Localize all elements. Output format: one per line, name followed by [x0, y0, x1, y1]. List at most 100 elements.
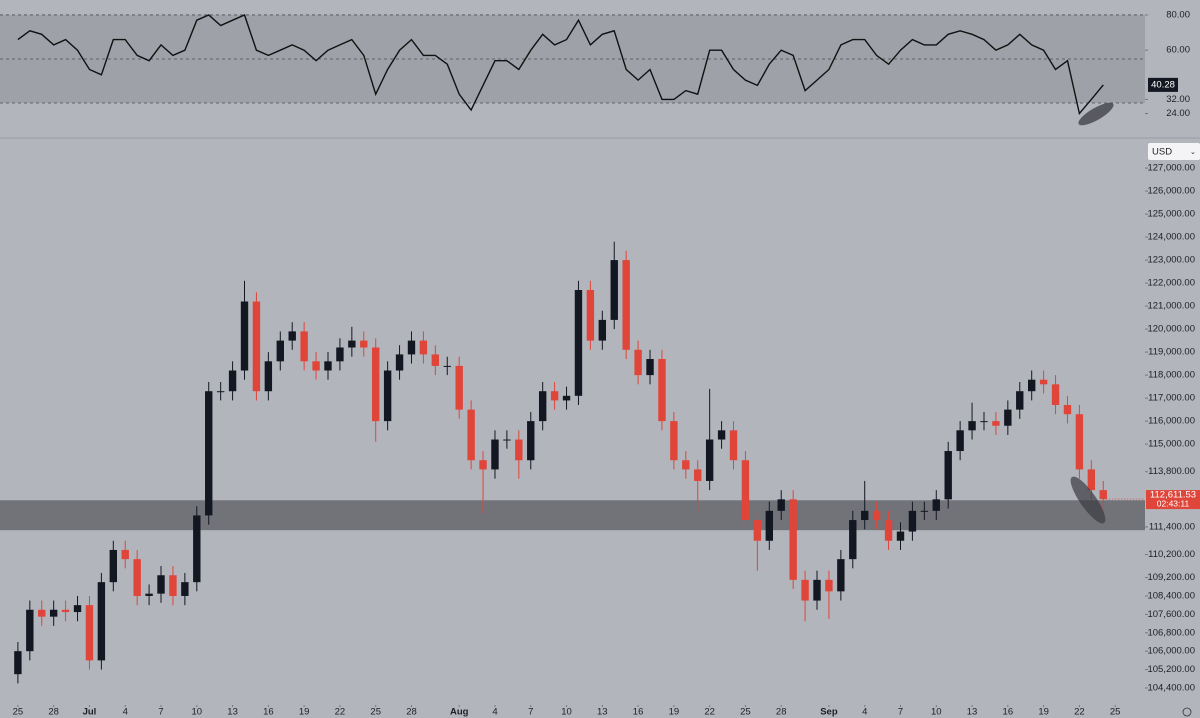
currency-label: USD: [1152, 147, 1172, 158]
candle-body: [527, 421, 535, 461]
x-tick-label: 25: [1110, 707, 1121, 718]
candle-body: [491, 439, 499, 470]
y-tick-label: 106,000.00: [1147, 646, 1195, 657]
candle-body: [324, 361, 332, 371]
y-tick-label: 111,400.00: [1149, 521, 1195, 532]
candle-body: [861, 510, 869, 521]
candle-body: [956, 430, 964, 452]
candle-body: [157, 575, 165, 594]
x-tick-label: 10: [931, 707, 942, 718]
candle-body: [181, 582, 189, 596]
candle-body: [777, 499, 785, 511]
currency-box[interactable]: [1148, 143, 1200, 160]
candle-body: [360, 340, 368, 348]
highlight-ellipse: [1070, 476, 1106, 524]
candle-body: [980, 421, 988, 423]
x-tick-label: Aug: [450, 707, 469, 718]
candle-body: [813, 579, 821, 601]
candle-body: [193, 515, 201, 583]
candle-body: [300, 331, 308, 362]
candle-body: [849, 520, 857, 560]
last-value-tag: [1148, 77, 1178, 92]
candle-body: [920, 510, 929, 512]
candle-body: [801, 579, 809, 601]
currency-caret: ⌄: [1190, 149, 1196, 156]
candle-body: [562, 395, 571, 401]
candle-body: [753, 520, 762, 541]
candle-body: [145, 593, 153, 596]
x-tick-label: 7: [898, 707, 903, 718]
candle-body: [872, 510, 881, 521]
candle-body: [288, 331, 296, 341]
countdown-label: 02:43:11: [1157, 498, 1190, 508]
x-tick-label: 16: [263, 707, 274, 718]
rsi-line: [17, 14, 1104, 116]
y-tick-label: 123,000.00: [1147, 255, 1195, 266]
candle-body: [968, 421, 976, 431]
x-tick-label: 4: [862, 707, 867, 718]
candle-body: [133, 559, 141, 596]
y-tick-label: 104,400.00: [1147, 682, 1195, 693]
candle-body: [38, 609, 46, 617]
candle-body: [992, 421, 1000, 426]
candle-body: [467, 409, 475, 461]
candle-body: [383, 370, 392, 422]
x-tick-label: 28: [776, 707, 787, 718]
candle-body: [670, 421, 678, 461]
candle-body: [419, 340, 428, 355]
candle-body: [550, 391, 559, 401]
y-tick-label: 105,200.00: [1147, 664, 1195, 675]
y-tick-label: 113,800.00: [1148, 466, 1195, 477]
y-tick-label: 118,000.00: [1148, 370, 1195, 381]
x-tick-label: 25: [740, 707, 751, 718]
candle-body: [1087, 469, 1096, 491]
y-tick-label: 121,000.00: [1147, 301, 1195, 312]
x-tick-label: Jul: [83, 707, 97, 718]
x-tick-label: 25: [370, 707, 381, 718]
y-tick-label: 107,600.00: [1147, 609, 1195, 620]
y-tick-label: 32.00: [1166, 94, 1190, 105]
y-tick-label: 109,200.00: [1147, 572, 1195, 583]
last-price-label: 112,611.53: [1150, 490, 1196, 501]
support-zone: [0, 500, 1145, 531]
x-tick-label: 28: [48, 707, 59, 718]
x-tick-label: 19: [669, 707, 680, 718]
candle-body: [574, 289, 583, 396]
x-tick-label: 19: [1038, 707, 1049, 718]
candle-body: [1027, 379, 1036, 392]
y-tick-label: 119,000.00: [1148, 347, 1195, 358]
candle-body: [944, 451, 952, 500]
candle-body: [264, 361, 273, 392]
candle-body: [395, 354, 404, 371]
candle-body: [932, 499, 940, 511]
x-tick-label: 28: [406, 707, 417, 718]
y-tick-label: 125,000.00: [1147, 209, 1195, 220]
candle-body: [789, 499, 797, 580]
y-tick-label: 120,000.00: [1147, 324, 1195, 335]
candle-body: [1063, 405, 1072, 415]
y-tick-label: 117,000.00: [1148, 393, 1195, 404]
x-tick-label: 4: [123, 707, 128, 718]
candle-body: [216, 391, 225, 393]
candle-body: [658, 359, 666, 422]
y-tick-label: 127,000.00: [1147, 163, 1195, 174]
candle-body: [515, 439, 523, 461]
candle-body: [109, 549, 118, 583]
candle-body: [634, 349, 642, 376]
y-tick-label: 115,000.00: [1148, 439, 1195, 450]
candle-body: [682, 460, 690, 470]
settings-icon[interactable]: [1182, 707, 1192, 717]
candle-body: [26, 609, 34, 652]
x-tick-label: 7: [528, 707, 533, 718]
candle-body: [837, 559, 845, 592]
candle-body: [336, 347, 344, 362]
candle-body: [538, 391, 547, 422]
candle-body: [884, 520, 893, 541]
x-tick-label: 16: [1003, 707, 1014, 718]
candle-body: [455, 365, 463, 410]
x-tick-label: 22: [335, 707, 346, 718]
candle-body: [586, 289, 595, 341]
candle-body: [228, 370, 237, 392]
